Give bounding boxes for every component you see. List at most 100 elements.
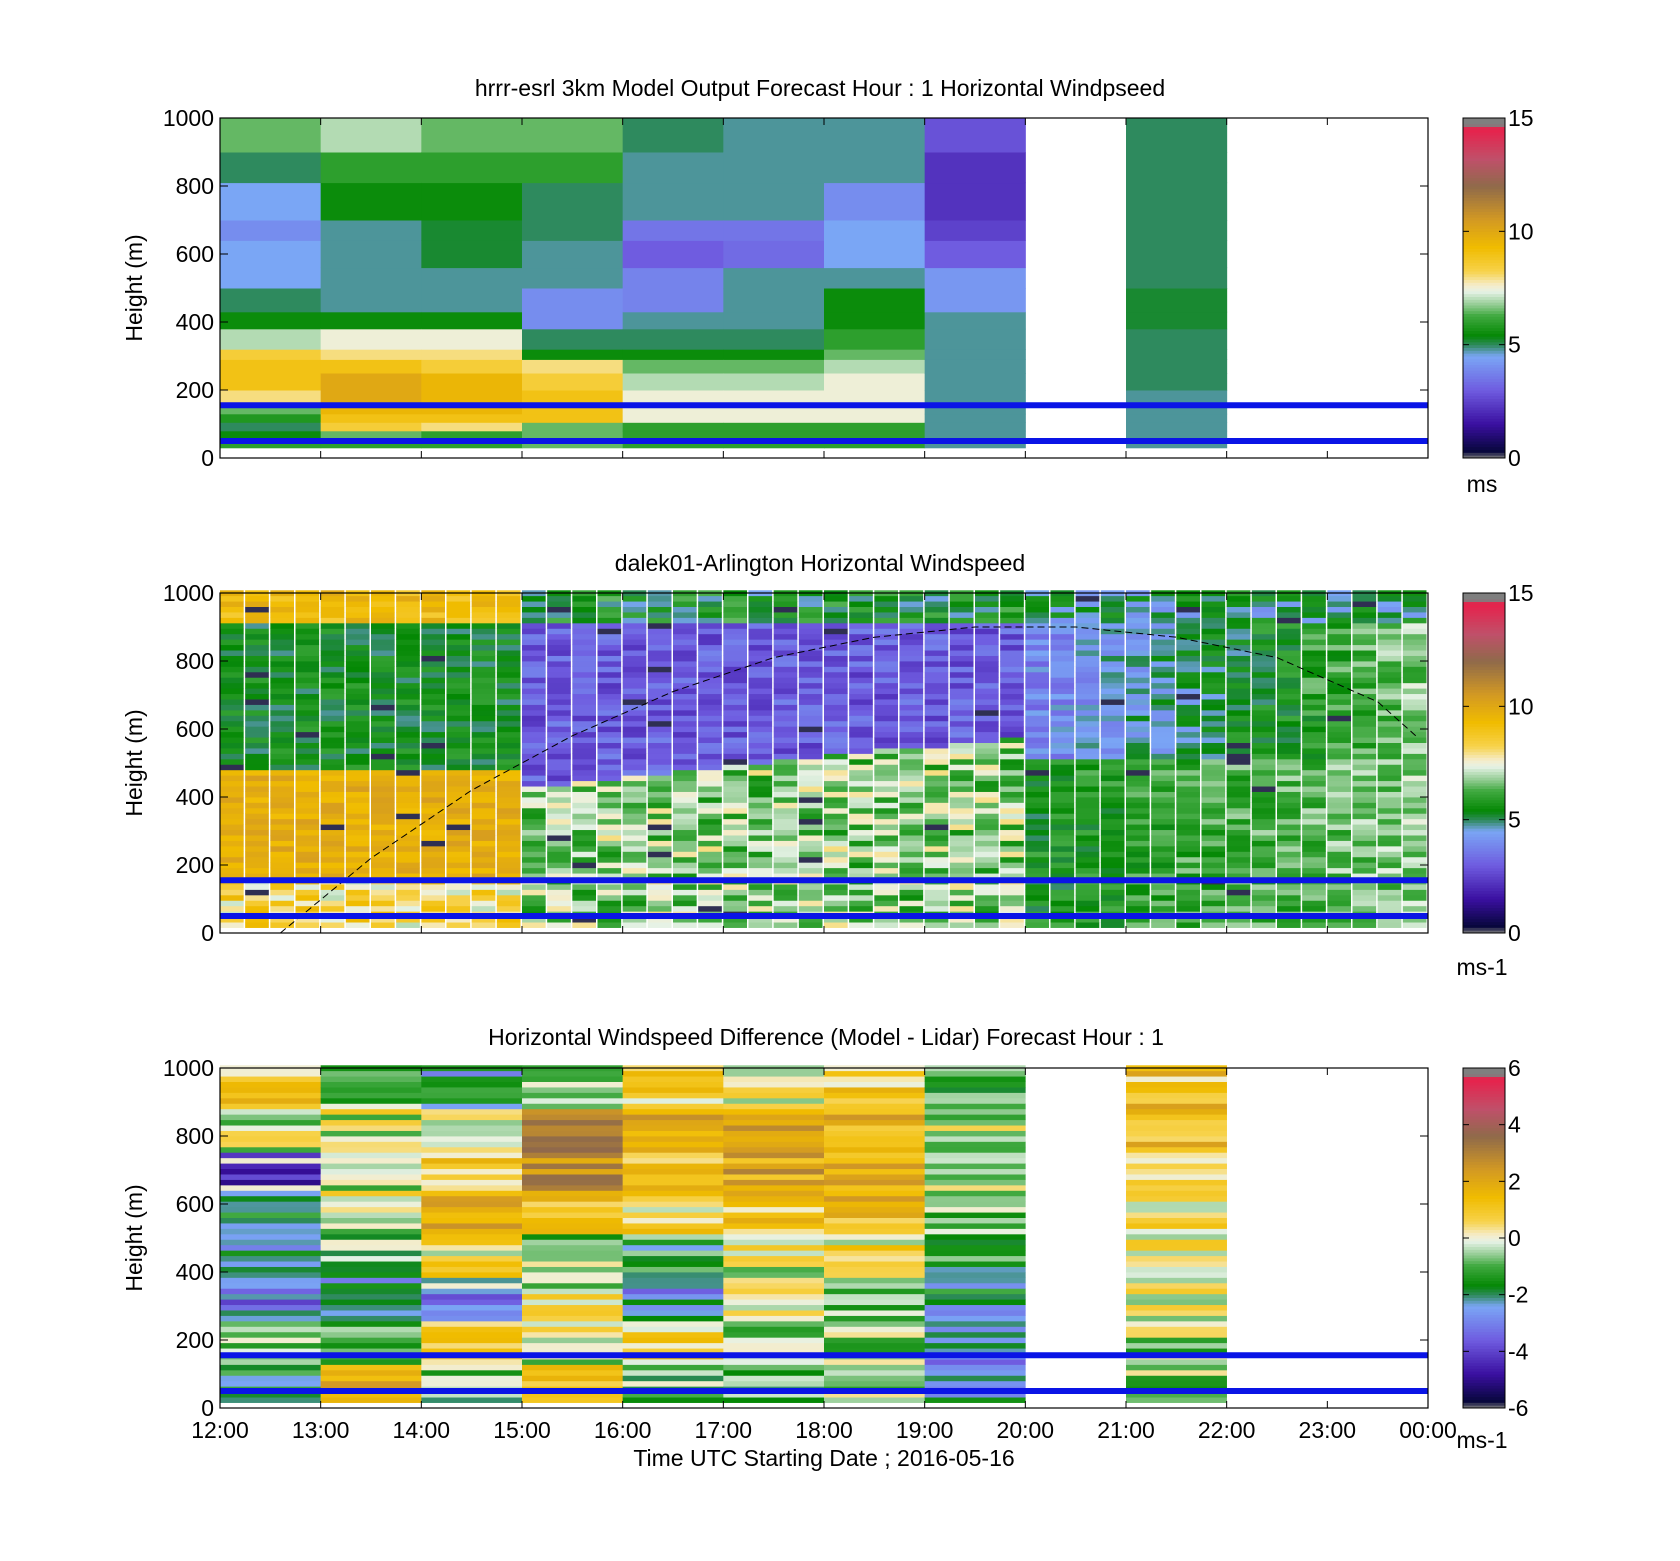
heatmap-cell: [496, 769, 521, 776]
heatmap-cell: [824, 758, 848, 765]
heatmap-cell: [723, 639, 747, 646]
heatmap-cell: [622, 182, 724, 221]
heatmap-cell: [1402, 856, 1427, 863]
heatmap-cell: [597, 753, 622, 760]
heatmap-cell: [1201, 873, 1226, 879]
heatmap-cell: [1201, 633, 1226, 640]
heatmap-cell: [345, 748, 370, 754]
heatmap-cell: [421, 818, 445, 825]
heatmap-cell: [522, 905, 546, 912]
heatmap-cell: [622, 922, 647, 928]
heatmap-cell: [597, 617, 622, 624]
heatmap-cell: [647, 769, 672, 776]
heatmap-cell: [1226, 655, 1251, 662]
heatmap-cell: [1327, 737, 1351, 743]
heatmap-cell: [798, 780, 823, 787]
heatmap-cell: [597, 791, 622, 798]
heatmap-cell: [1327, 682, 1351, 689]
heatmap-cell: [522, 1195, 623, 1202]
heatmap-cell: [798, 818, 823, 825]
heatmap-cell: [1151, 655, 1175, 662]
heatmap-cell: [622, 359, 724, 374]
heatmap-cell: [849, 671, 873, 678]
heatmap-cell: [798, 704, 823, 711]
heatmap-cell: [748, 731, 773, 738]
heatmap-cell: [1126, 639, 1150, 646]
colorbar-segment: [1463, 601, 1505, 605]
heatmap-cell: [1126, 1391, 1227, 1398]
heatmap-cell: [798, 824, 823, 831]
heatmap-cell: [1226, 688, 1251, 695]
heatmap-cell: [1126, 894, 1150, 901]
colorbar-segment: [1463, 370, 1505, 374]
heatmap-cell: [949, 622, 974, 629]
heatmap-cell: [1327, 639, 1351, 646]
heatmap-cell: [1000, 818, 1024, 825]
heatmap-cell: [245, 884, 269, 890]
heatmap-cell: [1126, 1310, 1227, 1316]
heatmap-cell: [421, 709, 445, 716]
heatmap-cell: [698, 628, 722, 635]
heatmap-cell: [396, 807, 420, 814]
heatmap-cell: [220, 1087, 321, 1093]
heatmap-cell: [1176, 758, 1200, 765]
heatmap-cell: [1075, 639, 1100, 646]
heatmap-cell: [270, 835, 294, 841]
heatmap-cell: [572, 922, 596, 928]
heatmap-cell: [698, 856, 722, 863]
heatmap-cell: [975, 661, 999, 667]
heatmap-cell: [773, 791, 798, 798]
heatmap-cell: [1277, 835, 1301, 841]
heatmap-cell: [975, 699, 999, 705]
heatmap-cell: [220, 1163, 321, 1170]
heatmap-cell: [1402, 715, 1427, 722]
heatmap-cell: [371, 824, 395, 831]
colorbar-tick-label: 4: [1508, 1112, 1521, 1138]
heatmap-cell: [1251, 644, 1276, 651]
heatmap-cell: [547, 644, 571, 651]
heatmap-cell: [471, 889, 496, 896]
heatmap-cell: [1126, 182, 1228, 221]
heatmap-cell: [924, 311, 1026, 330]
heatmap-cell: [1201, 709, 1226, 716]
heatmap-cell: [547, 715, 571, 722]
heatmap-cell: [371, 720, 395, 727]
colorbar-segment: [1463, 1402, 1505, 1406]
heatmap-cell: [1100, 835, 1125, 841]
heatmap-cell: [245, 769, 269, 776]
colorbar-segment: [1463, 1308, 1505, 1313]
heatmap-cell: [924, 612, 949, 618]
heatmap-cell: [647, 818, 672, 825]
heatmap-cell: [446, 905, 471, 912]
heatmap-cell: [1050, 622, 1075, 629]
heatmap-cell: [1050, 829, 1075, 836]
heatmap-cell: [673, 666, 697, 673]
colorbar-unit: ms-1: [1456, 954, 1507, 980]
heatmap-cell: [1352, 726, 1377, 733]
heatmap-cell: [1201, 807, 1226, 814]
heatmap-cell: [622, 1152, 724, 1159]
heatmap-cell: [924, 845, 949, 852]
heatmap-cell: [1050, 824, 1075, 831]
heatmap-cell: [471, 688, 496, 695]
x-tick-label: 19:00: [896, 1417, 954, 1443]
heatmap-cell: [673, 639, 697, 646]
heatmap-cell: [295, 824, 320, 831]
heatmap-cell: [597, 780, 622, 787]
heatmap-cell: [723, 390, 825, 406]
heatmap-cell: [220, 709, 244, 716]
heatmap-cell: [522, 182, 624, 221]
heatmap-cell: [320, 829, 345, 836]
heatmap-cell: [295, 671, 320, 678]
colorbar-segment: [1463, 234, 1505, 238]
heatmap-cell: [824, 1391, 925, 1398]
heatmap-cell: [924, 1223, 1026, 1229]
heatmap-cell: [396, 900, 420, 907]
heatmap-cell: [220, 1179, 321, 1186]
heatmap-cell: [1100, 764, 1125, 771]
heatmap-cell: [496, 622, 521, 629]
heatmap-cell: [1176, 802, 1200, 809]
heatmap-cell: [723, 1081, 825, 1088]
heatmap-cell: [1126, 1206, 1227, 1213]
heatmap-cell: [522, 1125, 623, 1131]
